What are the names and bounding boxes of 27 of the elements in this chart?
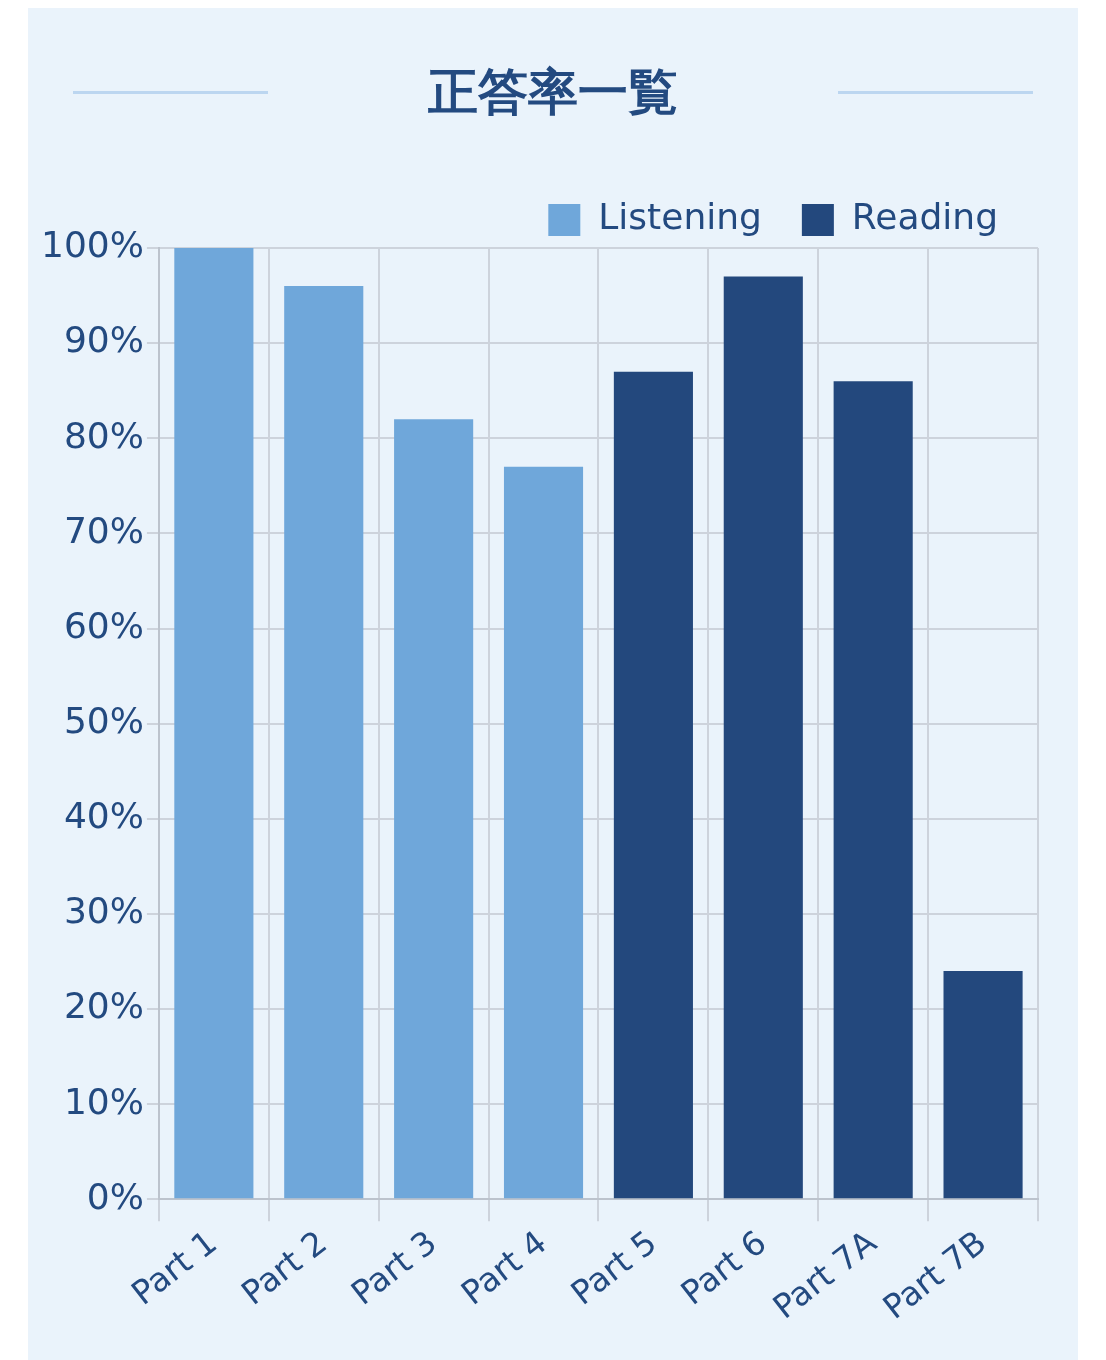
y-tick-label: 100%: [41, 224, 144, 266]
bar: [833, 381, 913, 1199]
bar: [613, 371, 693, 1199]
y-tick-label: 50%: [63, 700, 144, 742]
legend-label: Reading: [851, 196, 999, 238]
y-tick-label: 0%: [86, 1175, 144, 1217]
y-tick-label: 80%: [63, 414, 144, 456]
y-tick-label: 70%: [63, 509, 144, 551]
y-tick-label: 40%: [63, 795, 144, 837]
y-tick-label: 20%: [63, 985, 144, 1027]
x-tick-label: Part 1: [123, 1222, 225, 1313]
bar: [394, 419, 474, 1199]
legend-label: Listening: [598, 196, 762, 238]
y-tick-label: 90%: [63, 319, 144, 361]
x-tick-label: Part 4: [453, 1222, 554, 1313]
bar: [503, 466, 584, 1199]
y-tick-label: 30%: [63, 890, 144, 932]
y-tick-label: 10%: [63, 1080, 144, 1122]
x-tick-label: Part 2: [233, 1222, 334, 1313]
bar: [284, 286, 364, 1199]
bar: [943, 971, 1023, 1199]
y-tick-label: 60%: [63, 604, 144, 646]
chart-title: 正答率一覧: [428, 61, 678, 123]
x-tick-label: Part 5: [563, 1222, 664, 1313]
bar: [174, 248, 254, 1199]
bar: [723, 276, 803, 1199]
x-tick-label: Part 3: [343, 1222, 444, 1313]
